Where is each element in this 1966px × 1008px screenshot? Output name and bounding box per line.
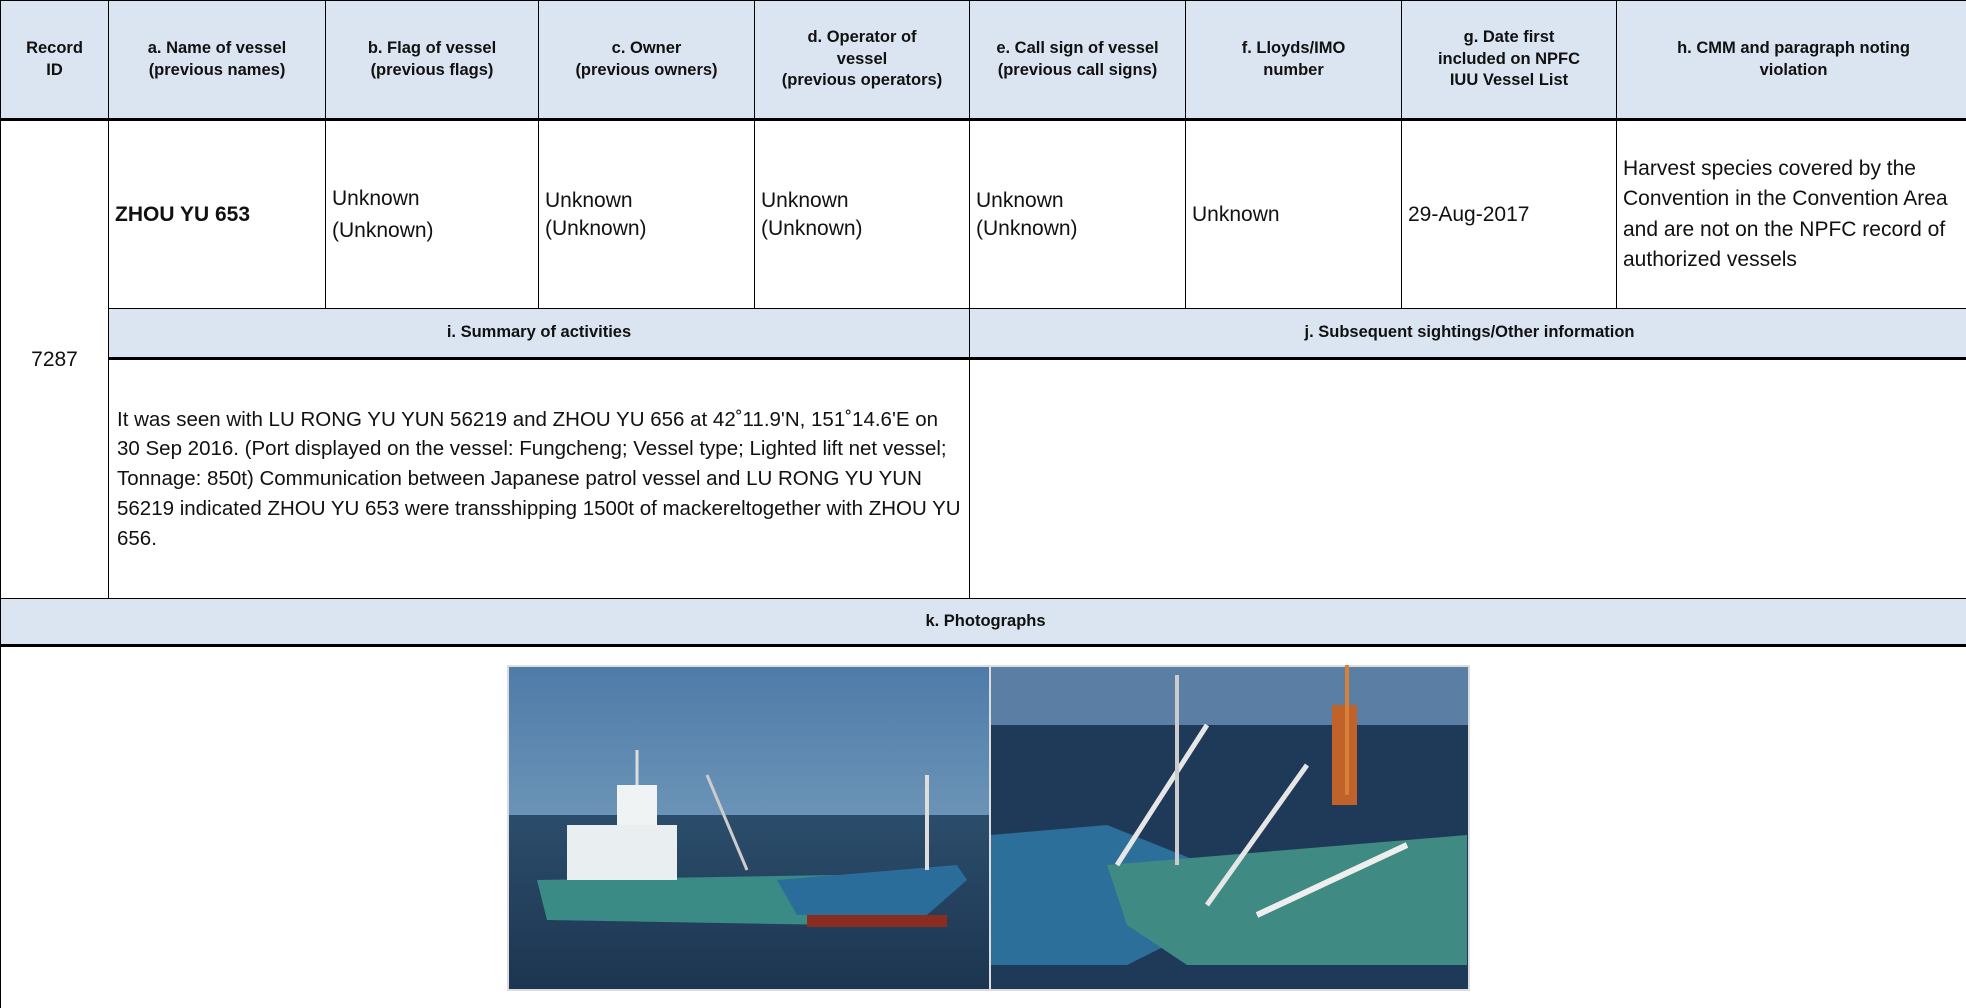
vessel-name: ZHOU YU 653: [108, 120, 325, 308]
column-header-line: c. Owner: [611, 39, 682, 58]
column-header-line: violation: [1759, 60, 1828, 79]
column-header-line: number: [1263, 60, 1324, 79]
summary-header: i. Summary of activities: [108, 308, 969, 359]
sightings-header: j. Subsequent sightings/Other informatio…: [969, 308, 1966, 359]
column-header: h. CMM and paragraph noting violation: [1616, 0, 1966, 120]
operator-previous: (Unknown): [761, 216, 863, 240]
column-header-line: (previous names): [148, 60, 286, 79]
call-sign-previous: (Unknown): [976, 216, 1078, 240]
column-header-line: (previous call signs): [997, 60, 1158, 79]
column-header-line: e. Call sign of vessel: [996, 39, 1159, 58]
column-header-line: (previous owners): [575, 60, 718, 79]
call-sign: Unknown: [976, 189, 1064, 213]
violation-text: Harvest species covered by the Conventio…: [1623, 156, 1948, 271]
column-header-line: vessel: [836, 49, 888, 68]
summary: It was seen with LU RONG YU YUN 56219 an…: [108, 359, 969, 598]
column-header-line: f. Lloyds/IMO: [1241, 39, 1346, 58]
column-header-line: d. Operator of: [807, 28, 917, 47]
operator-cell: Unknown (Unknown): [754, 120, 969, 308]
column-header-line: h. CMM and paragraph noting: [1677, 39, 1910, 58]
column-header-line: included on NPFC: [1437, 49, 1581, 68]
record-id: 7287: [0, 120, 108, 598]
column-header-line: (previous operators): [781, 71, 943, 90]
call-sign-cell: Unknown (Unknown): [969, 120, 1185, 308]
column-header: f. Lloyds/IMO number: [1185, 0, 1401, 120]
column-header: c. Owner (previous owners): [538, 0, 754, 120]
column-header-line: Record: [26, 39, 83, 58]
column-header: b. Flag of vessel (previous flags): [325, 0, 538, 120]
column-header-line: g. Date first: [1463, 28, 1555, 47]
column-header-line: (previous flags): [370, 60, 494, 79]
column-header: e. Call sign of vessel (previous call sig…: [969, 0, 1185, 120]
column-header-line: IUU Vessel List: [1449, 71, 1569, 90]
imo: Unknown: [1185, 120, 1401, 308]
violation: Harvest species covered by the Conventio…: [1616, 120, 1966, 308]
column-header: Record ID: [0, 0, 108, 120]
owner-previous: (Unknown): [545, 216, 647, 240]
sightings: [969, 359, 1966, 598]
flag-previous: (Unknown): [332, 218, 434, 242]
column-header: d. Operator of vessel (previous operators): [754, 0, 969, 120]
owner-cell: Unknown (Unknown): [538, 120, 754, 308]
column-header-line: b. Flag of vessel: [367, 39, 497, 58]
flag: Unknown: [332, 187, 420, 210]
flag-cell: Unknown (Unknown): [325, 120, 538, 308]
date-first: 29-Aug-2017: [1401, 120, 1616, 308]
column-header-line: a. Name of vessel: [147, 39, 287, 58]
photographs: [507, 665, 1470, 991]
column-header: g. Date first included on NPFC IUU Vessel …: [1401, 0, 1616, 120]
operator: Unknown: [761, 189, 849, 213]
photos-header: k. Photographs: [0, 598, 1966, 646]
column-header-line: ID: [46, 60, 63, 79]
owner: Unknown: [545, 189, 633, 213]
photos-cell: [0, 646, 1966, 1008]
column-header: a. Name of vessel (previous names): [108, 0, 325, 120]
